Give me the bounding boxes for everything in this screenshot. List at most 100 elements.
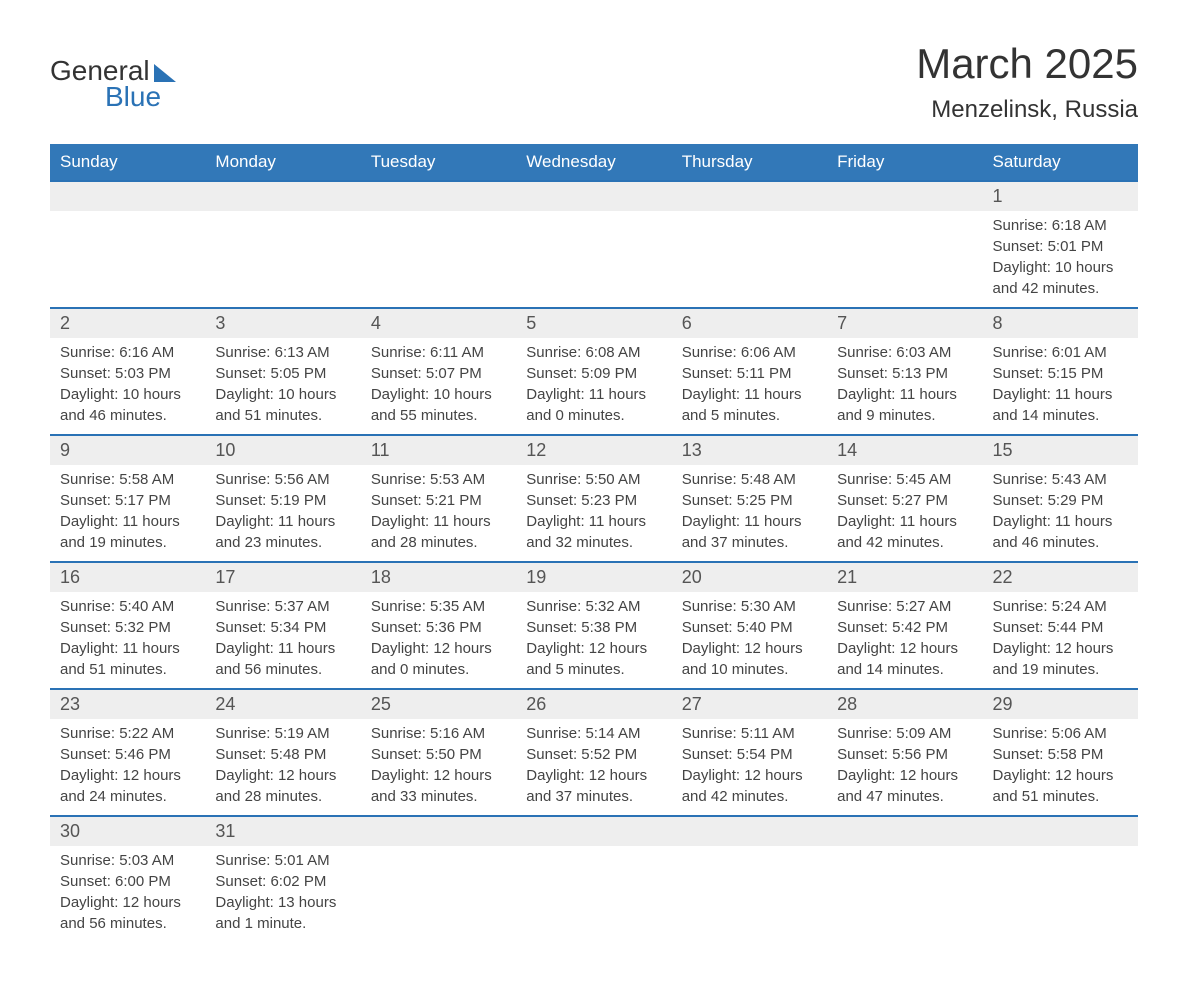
sunrise-text: Sunrise: 5:11 AM (682, 723, 817, 744)
sunset-text: Sunset: 5:34 PM (215, 617, 350, 638)
day-content: Sunrise: 5:16 AMSunset: 5:50 PMDaylight:… (361, 719, 516, 815)
sunrise-text: Sunrise: 5:45 AM (837, 469, 972, 490)
day-number: 20 (672, 563, 827, 592)
sunset-text: Sunset: 5:15 PM (993, 363, 1128, 384)
day-content: Sunrise: 5:01 AMSunset: 6:02 PMDaylight:… (205, 846, 360, 942)
day-number: 13 (672, 436, 827, 465)
day-number: 17 (205, 563, 360, 592)
day-number (516, 182, 671, 211)
daylight-text: Daylight: 12 hours and 19 minutes. (993, 638, 1128, 680)
day-number: 22 (983, 563, 1138, 592)
daylight-text: Daylight: 12 hours and 33 minutes. (371, 765, 506, 807)
day-number: 19 (516, 563, 671, 592)
header: General Blue March 2025 Menzelinsk, Russ… (50, 40, 1138, 124)
month-title: March 2025 (916, 40, 1138, 88)
sunset-text: Sunset: 5:01 PM (993, 236, 1128, 257)
daylight-text: Daylight: 10 hours and 51 minutes. (215, 384, 350, 426)
sunrise-text: Sunrise: 5:09 AM (837, 723, 972, 744)
sunrise-text: Sunrise: 5:35 AM (371, 596, 506, 617)
weekday-header: Sunday (50, 144, 205, 181)
sunrise-text: Sunrise: 5:01 AM (215, 850, 350, 871)
daylight-text: Daylight: 11 hours and 5 minutes. (682, 384, 817, 426)
daylight-text: Daylight: 11 hours and 9 minutes. (837, 384, 972, 426)
sunrise-text: Sunrise: 5:56 AM (215, 469, 350, 490)
day-content (516, 211, 671, 223)
daylight-text: Daylight: 11 hours and 46 minutes. (993, 511, 1128, 553)
day-content: Sunrise: 5:53 AMSunset: 5:21 PMDaylight:… (361, 465, 516, 561)
daylight-text: Daylight: 11 hours and 23 minutes. (215, 511, 350, 553)
weekday-header: Friday (827, 144, 982, 181)
sunset-text: Sunset: 5:58 PM (993, 744, 1128, 765)
logo: General Blue (50, 55, 176, 113)
day-number (983, 817, 1138, 846)
day-content: Sunrise: 6:08 AMSunset: 5:09 PMDaylight:… (516, 338, 671, 434)
day-number: 25 (361, 690, 516, 719)
daylight-text: Daylight: 12 hours and 47 minutes. (837, 765, 972, 807)
logo-triangle-icon (154, 64, 176, 82)
sunset-text: Sunset: 5:48 PM (215, 744, 350, 765)
day-number-row: 3031 (50, 816, 1138, 846)
day-number (516, 817, 671, 846)
sunset-text: Sunset: 6:00 PM (60, 871, 195, 892)
day-content-row: Sunrise: 6:16 AMSunset: 5:03 PMDaylight:… (50, 338, 1138, 435)
day-number: 15 (983, 436, 1138, 465)
daylight-text: Daylight: 12 hours and 0 minutes. (371, 638, 506, 680)
sunrise-text: Sunrise: 6:16 AM (60, 342, 195, 363)
day-number (827, 182, 982, 211)
sunrise-text: Sunrise: 6:01 AM (993, 342, 1128, 363)
sunset-text: Sunset: 5:46 PM (60, 744, 195, 765)
sunrise-text: Sunrise: 5:37 AM (215, 596, 350, 617)
sunset-text: Sunset: 6:02 PM (215, 871, 350, 892)
sunrise-text: Sunrise: 5:03 AM (60, 850, 195, 871)
day-content: Sunrise: 6:13 AMSunset: 5:05 PMDaylight:… (205, 338, 360, 434)
day-number: 7 (827, 309, 982, 338)
daylight-text: Daylight: 11 hours and 42 minutes. (837, 511, 972, 553)
day-content: Sunrise: 5:48 AMSunset: 5:25 PMDaylight:… (672, 465, 827, 561)
day-content: Sunrise: 5:11 AMSunset: 5:54 PMDaylight:… (672, 719, 827, 815)
location: Menzelinsk, Russia (916, 96, 1138, 124)
day-content (516, 846, 671, 858)
day-content-row: Sunrise: 5:03 AMSunset: 6:00 PMDaylight:… (50, 846, 1138, 942)
sunrise-text: Sunrise: 5:14 AM (526, 723, 661, 744)
day-content: Sunrise: 5:06 AMSunset: 5:58 PMDaylight:… (983, 719, 1138, 815)
daylight-text: Daylight: 11 hours and 19 minutes. (60, 511, 195, 553)
day-number: 28 (827, 690, 982, 719)
sunrise-text: Sunrise: 6:13 AM (215, 342, 350, 363)
daylight-text: Daylight: 12 hours and 24 minutes. (60, 765, 195, 807)
day-number: 2 (50, 309, 205, 338)
daylight-text: Daylight: 11 hours and 14 minutes. (993, 384, 1128, 426)
day-number (361, 182, 516, 211)
weekday-header: Monday (205, 144, 360, 181)
day-content: Sunrise: 5:37 AMSunset: 5:34 PMDaylight:… (205, 592, 360, 688)
sunrise-text: Sunrise: 6:08 AM (526, 342, 661, 363)
daylight-text: Daylight: 10 hours and 55 minutes. (371, 384, 506, 426)
sunset-text: Sunset: 5:52 PM (526, 744, 661, 765)
daylight-text: Daylight: 12 hours and 28 minutes. (215, 765, 350, 807)
sunset-text: Sunset: 5:19 PM (215, 490, 350, 511)
sunset-text: Sunset: 5:23 PM (526, 490, 661, 511)
day-content: Sunrise: 5:43 AMSunset: 5:29 PMDaylight:… (983, 465, 1138, 561)
day-content: Sunrise: 6:03 AMSunset: 5:13 PMDaylight:… (827, 338, 982, 434)
weekday-header: Wednesday (516, 144, 671, 181)
day-number: 26 (516, 690, 671, 719)
weekday-header: Tuesday (361, 144, 516, 181)
sunrise-text: Sunrise: 5:19 AM (215, 723, 350, 744)
sunset-text: Sunset: 5:13 PM (837, 363, 972, 384)
day-number: 18 (361, 563, 516, 592)
sunset-text: Sunset: 5:29 PM (993, 490, 1128, 511)
sunrise-text: Sunrise: 5:27 AM (837, 596, 972, 617)
daylight-text: Daylight: 10 hours and 42 minutes. (993, 257, 1128, 299)
day-number-row: 23242526272829 (50, 689, 1138, 719)
day-content-row: Sunrise: 5:22 AMSunset: 5:46 PMDaylight:… (50, 719, 1138, 816)
daylight-text: Daylight: 12 hours and 5 minutes. (526, 638, 661, 680)
day-content (672, 211, 827, 223)
day-content (205, 211, 360, 223)
day-number: 1 (983, 182, 1138, 211)
day-number: 11 (361, 436, 516, 465)
day-content: Sunrise: 6:18 AMSunset: 5:01 PMDaylight:… (983, 211, 1138, 307)
sunset-text: Sunset: 5:27 PM (837, 490, 972, 511)
sunrise-text: Sunrise: 5:22 AM (60, 723, 195, 744)
daylight-text: Daylight: 11 hours and 28 minutes. (371, 511, 506, 553)
day-number: 16 (50, 563, 205, 592)
daylight-text: Daylight: 11 hours and 32 minutes. (526, 511, 661, 553)
